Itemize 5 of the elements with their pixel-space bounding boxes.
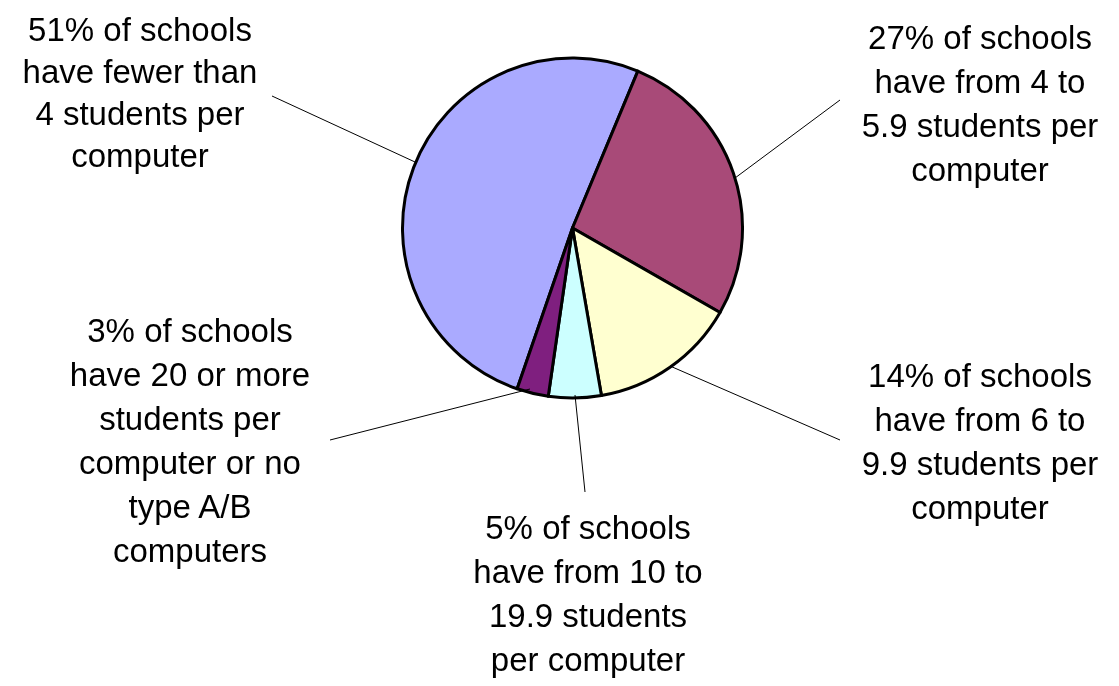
slice-label: 3% of schools have 20 or more students per computer or no type A/B computers — [69, 312, 311, 569]
slice-label: 5% of schools have from 10 to 19.9 students per computer — [473, 509, 703, 678]
slice-label: 27% of schools have from 4 to 5.9 students per computer — [861, 19, 1099, 188]
slice-label: 14% of schools have from 6 to 9.9 students per computer — [861, 357, 1099, 526]
slice-label: 51% of schools have fewer than 4 students per computer — [22, 11, 258, 174]
